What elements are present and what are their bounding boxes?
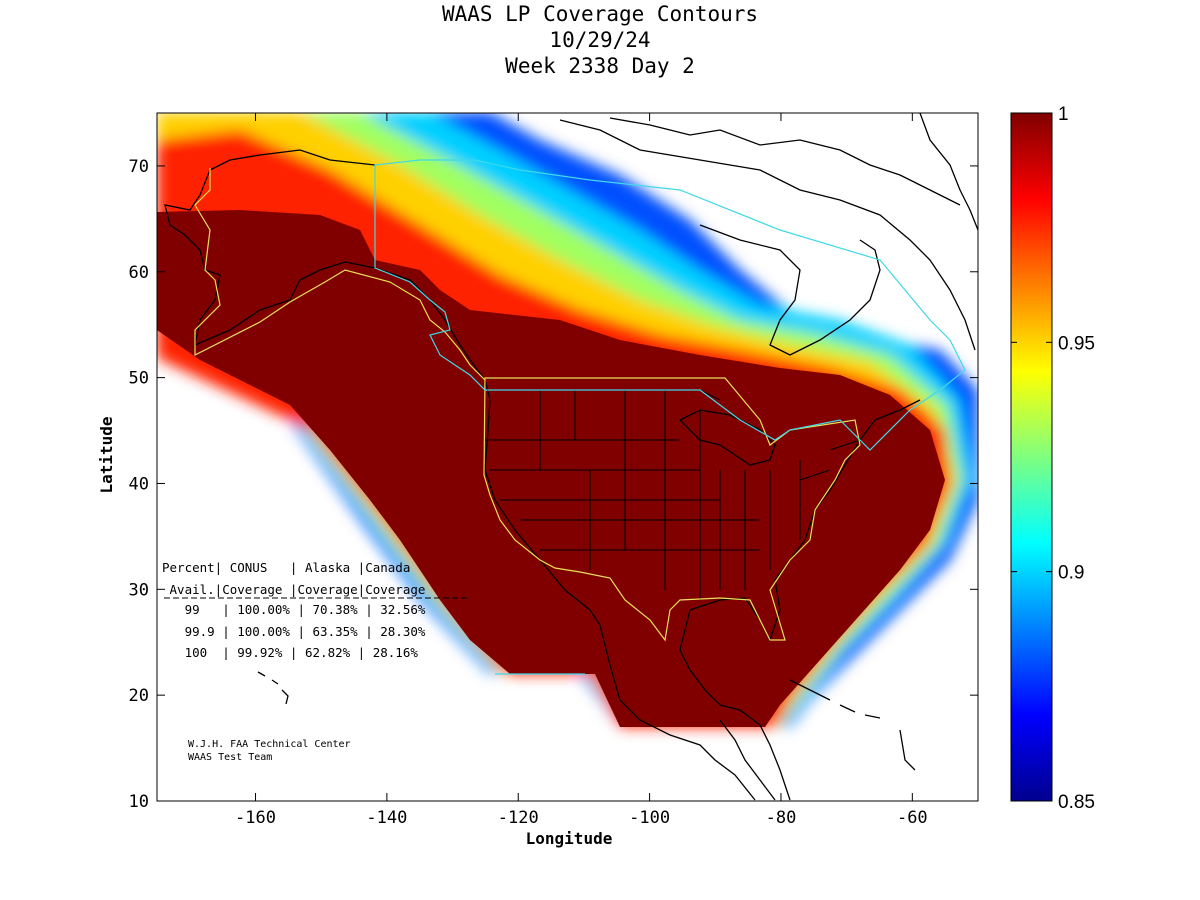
hudson-bay <box>699 224 881 356</box>
y-tick-label: 70 <box>129 157 149 177</box>
stats-header-2: Avail.|Coverage |Coverage|Coverage <box>162 582 425 597</box>
y-tick-label: 50 <box>129 369 149 389</box>
x-tick-label: -60 <box>897 808 928 828</box>
chart-date: 10/29/24 <box>549 28 651 52</box>
colorbar-tick-label: 0.85 <box>1058 792 1095 813</box>
service-area-boundaries <box>194 159 966 675</box>
chart-title: WAAS LP Coverage Contours <box>441 2 759 26</box>
y-axis-label: Latitude <box>97 416 116 493</box>
credit-line-1: W.J.H. FAA Technical Center <box>188 739 351 750</box>
stats-row-99: 99 | 100.00% | 70.38% | 32.56% <box>162 602 426 617</box>
x-tick-label: -80 <box>766 808 797 828</box>
y-tick-label: 40 <box>129 474 149 494</box>
central-america <box>719 719 776 801</box>
colorbar-tick-label: 0.95 <box>1058 333 1095 354</box>
x-tick-label: -120 <box>498 808 539 828</box>
hawaii-islands <box>257 671 289 705</box>
y-axis-ticks: 10 20 30 40 50 60 70 <box>129 157 978 812</box>
arctic-islands-2 <box>609 117 961 206</box>
contour-band-100 <box>157 210 945 727</box>
alaska-service-boundary <box>194 168 486 381</box>
arctic-islands <box>559 119 976 351</box>
y-tick-label: 30 <box>129 580 149 600</box>
y-tick-label: 10 <box>129 792 149 812</box>
colorbar-ticks: 0.85 0.9 0.95 1 <box>1011 104 1095 813</box>
y-tick-label: 60 <box>129 263 149 283</box>
alaska-coastline <box>164 149 471 361</box>
chart-week-day: Week 2338 Day 2 <box>505 54 695 78</box>
x-tick-label: -160 <box>235 808 276 828</box>
x-axis-label: Longitude <box>526 829 613 848</box>
colorbar-tick-label: 0.9 <box>1058 563 1084 584</box>
pacific-coastline <box>469 359 756 801</box>
credit-line-2: WAAS Test Team <box>188 752 272 763</box>
x-tick-label: -100 <box>629 808 670 828</box>
state-grid-lines <box>485 390 861 600</box>
canada-service-boundary <box>374 159 966 451</box>
x-tick-label: -140 <box>366 808 407 828</box>
stats-header-1: Percent| CONUS | Alaska |Canada <box>162 560 410 575</box>
coverage-stats-table: Percent| CONUS | Alaska |Canada Avail.|C… <box>162 560 470 660</box>
stats-row-100: 100 | 99.92% | 62.82% | 28.16% <box>162 645 418 660</box>
x-axis-ticks: -160 -140 -120 -100 -80 -60 <box>235 113 928 828</box>
caribbean-islands <box>789 679 916 771</box>
plot-frame <box>156 112 979 802</box>
colorbar-tick-label: 1 <box>1058 104 1069 125</box>
great-lakes <box>678 409 776 466</box>
coverage-contours <box>157 113 978 727</box>
greenland-coast <box>919 113 978 231</box>
stats-row-99-9: 99.9 | 100.00% | 63.35% | 28.30% <box>162 624 426 639</box>
y-tick-label: 20 <box>129 686 149 706</box>
conus-service-boundary <box>483 377 861 642</box>
colorbar <box>1010 112 1053 802</box>
